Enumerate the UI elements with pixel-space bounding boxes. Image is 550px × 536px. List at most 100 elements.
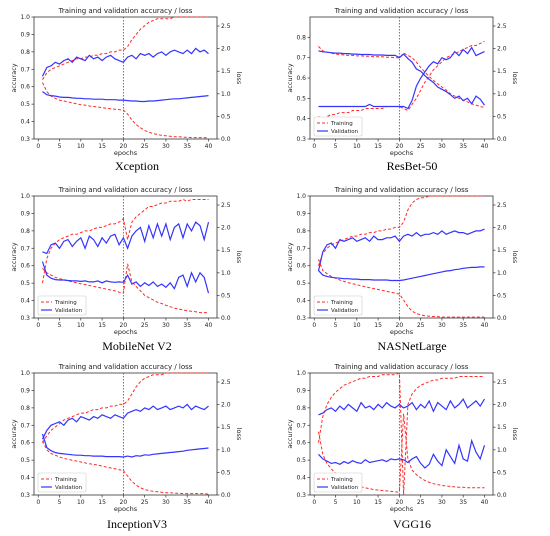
y-tick-label: 0.6 bbox=[20, 84, 30, 91]
x-tick-label: 40 bbox=[205, 322, 213, 329]
x-tick-label: 35 bbox=[183, 143, 191, 150]
x-axis-label: epochs bbox=[114, 505, 138, 513]
x-tick-label: 35 bbox=[459, 499, 467, 506]
y-tick-label: 0.5 bbox=[296, 280, 306, 287]
chart-title: Training and validation accuracy / loss bbox=[58, 363, 193, 371]
y-tick-label: 0.3 bbox=[296, 136, 306, 143]
chart-title: Training and validation accuracy / loss bbox=[334, 363, 469, 371]
y-tick-label: 0.9 bbox=[20, 210, 30, 217]
training-loss-line bbox=[42, 440, 209, 495]
x-tick-label: 30 bbox=[162, 143, 170, 150]
training-accuracy-line bbox=[42, 16, 209, 80]
y-tick-label: 0.3 bbox=[296, 492, 306, 499]
x-tick-label: 25 bbox=[417, 499, 425, 506]
x-tick-label: 15 bbox=[374, 143, 382, 150]
x-tick-label: 10 bbox=[77, 143, 85, 150]
x-tick-label: 10 bbox=[353, 322, 361, 329]
x-tick-label: 0 bbox=[36, 499, 40, 506]
y-tick-label: 0.4 bbox=[296, 298, 306, 305]
panel-caption: NASNetLarge bbox=[377, 339, 446, 353]
x-tick-label: 15 bbox=[374, 499, 382, 506]
y-tick-label: 0.4 bbox=[296, 475, 306, 482]
x-tick-label: 0 bbox=[312, 322, 316, 329]
chart-panel: Training and validation accuracy / loss 0… bbox=[10, 186, 243, 353]
y2-tick-label: 2.5 bbox=[221, 202, 231, 209]
y2-tick-label: 2.0 bbox=[497, 402, 507, 409]
validation-accuracy-line bbox=[318, 397, 486, 416]
y-tick-label: 0.4 bbox=[20, 119, 30, 126]
x-tick-label: 35 bbox=[459, 143, 467, 150]
plot-frame bbox=[33, 16, 218, 140]
y2-tick-label: 2.5 bbox=[497, 379, 507, 386]
x-tick-label: 10 bbox=[77, 499, 85, 506]
legend: Training Validation bbox=[313, 472, 363, 493]
y2-tick-label: 0.0 bbox=[497, 136, 507, 143]
y2-tick-label: 1.0 bbox=[497, 270, 507, 277]
chart-panel: Training and validation accuracy / loss 0… bbox=[286, 7, 519, 173]
y-tick-label: 0.5 bbox=[20, 280, 30, 287]
y-tick-label: 0.4 bbox=[20, 298, 30, 305]
y-tick-label: 0.6 bbox=[296, 263, 306, 270]
x-tick-label: 35 bbox=[459, 322, 467, 329]
x-tick-label: 25 bbox=[141, 143, 149, 150]
y2-axis-label: loss bbox=[235, 251, 243, 264]
y-tick-label: 0.7 bbox=[296, 55, 306, 62]
validation-loss-line bbox=[41, 433, 209, 458]
x-tick-label: 35 bbox=[183, 322, 191, 329]
y-axis-label: accuracy bbox=[286, 63, 294, 92]
chart-title: Training and validation accuracy / loss bbox=[58, 186, 193, 194]
chart-panel: Training and validation accuracy / loss 0… bbox=[286, 186, 519, 353]
y-tick-label: 0.7 bbox=[20, 245, 30, 252]
x-tick-label: 30 bbox=[438, 499, 446, 506]
y-tick-label: 0.5 bbox=[20, 101, 30, 108]
y2-tick-label: 1.5 bbox=[497, 424, 507, 431]
y2-tick-label: 1.5 bbox=[497, 247, 507, 254]
y-axis-label: accuracy bbox=[10, 242, 18, 271]
validation-accuracy-line bbox=[42, 221, 210, 255]
chart-title: Training and validation accuracy / loss bbox=[334, 186, 469, 194]
y2-tick-label: 0.5 bbox=[221, 469, 231, 476]
training-accuracy-line bbox=[318, 372, 485, 496]
y2-axis-label: loss bbox=[511, 72, 519, 85]
y-tick-label: 1.0 bbox=[20, 370, 30, 377]
x-tick-label: 15 bbox=[98, 322, 106, 329]
validation-loss-line bbox=[42, 91, 209, 103]
y2-tick-label: 0.5 bbox=[221, 292, 231, 299]
y-tick-label: 0.6 bbox=[296, 75, 306, 82]
panel-caption: MobileNet V2 bbox=[102, 339, 171, 353]
y-tick-label: 0.6 bbox=[296, 440, 306, 447]
legend-label-validation: Validation bbox=[331, 308, 359, 314]
x-tick-label: 10 bbox=[353, 143, 361, 150]
chart-panel: Training and validation accuracy / loss 0… bbox=[286, 363, 519, 531]
y-tick-label: 0.6 bbox=[20, 440, 30, 447]
y-tick-label: 0.3 bbox=[20, 315, 30, 322]
y2-tick-label: 1.0 bbox=[221, 91, 231, 98]
x-axis-label: epochs bbox=[390, 328, 414, 336]
panel-caption: InceptionV3 bbox=[107, 517, 167, 531]
y-tick-label: 0.8 bbox=[20, 49, 30, 56]
legend-label-training: Training bbox=[330, 121, 353, 127]
training-loss-line bbox=[42, 82, 209, 139]
y-tick-label: 0.5 bbox=[20, 457, 30, 464]
y-tick-label: 0.6 bbox=[20, 263, 30, 270]
x-tick-label: 5 bbox=[334, 499, 338, 506]
legend-label-validation: Validation bbox=[331, 129, 359, 135]
x-tick-label: 30 bbox=[162, 322, 170, 329]
x-axis-label: epochs bbox=[114, 149, 138, 157]
plot-frame bbox=[33, 195, 218, 319]
x-tick-label: 10 bbox=[77, 322, 85, 329]
chart-panel: Training and validation accuracy / loss 0… bbox=[10, 7, 243, 173]
x-tick-label: 30 bbox=[438, 143, 446, 150]
x-tick-label: 0 bbox=[312, 143, 316, 150]
x-tick-label: 40 bbox=[205, 143, 213, 150]
panel-caption: VGG16 bbox=[393, 517, 431, 531]
validation-accuracy-line bbox=[318, 46, 485, 110]
x-tick-label: 25 bbox=[141, 499, 149, 506]
x-tick-label: 30 bbox=[438, 322, 446, 329]
x-tick-label: 40 bbox=[481, 143, 489, 150]
validation-loss-line bbox=[41, 261, 210, 294]
x-axis-label: epochs bbox=[390, 149, 414, 157]
y2-tick-label: 1.0 bbox=[221, 447, 231, 454]
x-tick-label: 20 bbox=[120, 322, 128, 329]
